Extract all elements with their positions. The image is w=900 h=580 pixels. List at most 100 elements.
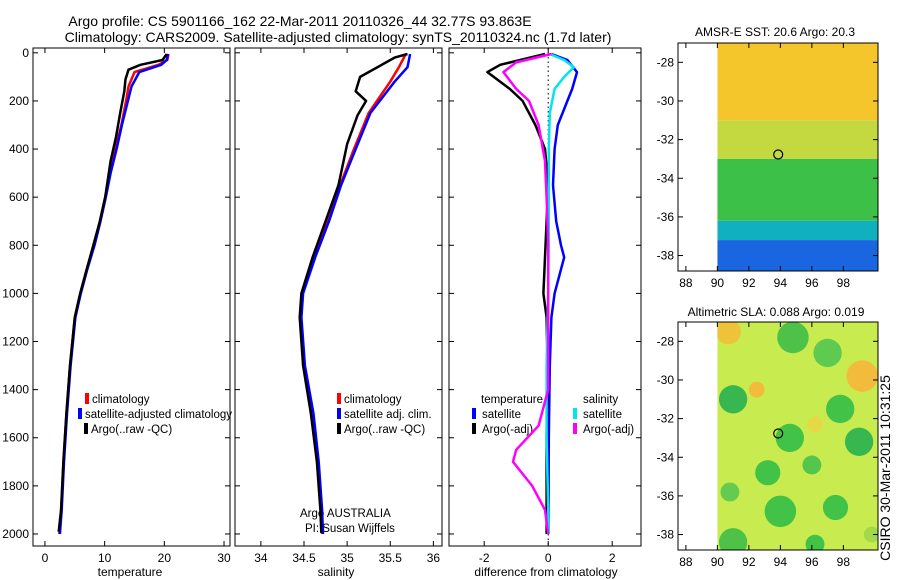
sla-map-frame: [677, 321, 879, 551]
sst-color-band: [717, 43, 878, 121]
legend-swatch-temp-argo: [472, 423, 476, 434]
sla-eddy: [813, 338, 842, 368]
x-tick-label: 10: [98, 551, 112, 565]
legend-swatch-argo: [337, 423, 341, 434]
sla-eddy: [863, 526, 878, 543]
series-line-climatology: [58, 53, 170, 535]
map-y-tick-label: -30: [657, 373, 675, 387]
legend-diff-salinity-heading: salinity: [583, 394, 618, 406]
legend-swatch-climatology: [85, 393, 89, 404]
temperature-panel-frame: [32, 47, 231, 547]
temperature-legend: climatology satellite-adjusted climatolo…: [78, 393, 232, 436]
y-tick-label: 600: [9, 190, 29, 204]
x-tick-label: 36: [427, 551, 441, 565]
legend-diff-temperature-heading: temperature: [481, 394, 543, 406]
sla-map-field: [717, 322, 878, 550]
map-x-tick-label: 98: [837, 555, 851, 569]
legend-sal-argo: Argo(..raw -QC): [344, 424, 425, 436]
series-line-argo-adj-: [502, 52, 552, 535]
map-y-tick-label: -36: [657, 489, 675, 503]
y-tick-label: 2000: [2, 527, 29, 541]
sst-color-band: [717, 120, 878, 159]
legend-swatch-climatology: [337, 393, 341, 404]
sst-map-frame: [677, 42, 879, 272]
x-tick-label: 2: [609, 551, 616, 565]
difference-legend: temperature satellite Argo(-adj) salinit…: [472, 394, 634, 436]
figure-title-line1: Argo profile: CS 5901166_162 22-Mar-2011…: [68, 13, 531, 29]
sla-eddy: [717, 322, 741, 345]
legend-diff-sal-satellite: satellite: [583, 409, 622, 421]
series-line-argo-raw-qc-: [298, 52, 408, 533]
sla-eddy: [720, 482, 740, 502]
sla-eddy: [846, 360, 878, 392]
y-tick-label: 400: [9, 142, 29, 156]
y-tick-label: 200: [9, 94, 29, 108]
x-tick-label: 34.5: [292, 551, 316, 565]
y-tick-label: 1200: [2, 335, 29, 349]
legend-temp-climatology: climatology: [92, 394, 150, 406]
map-y-tick-label: -34: [657, 171, 675, 185]
sla-eddy: [718, 528, 748, 550]
legend-diff-temp-argo: Argo(-adj): [482, 424, 533, 436]
sla-eddy: [777, 322, 809, 354]
map-x-tick-label: 88: [679, 276, 693, 290]
legend-swatch-argo: [84, 423, 88, 434]
sla-eddy: [844, 427, 874, 456]
legend-swatch-sal-satellite: [573, 408, 577, 419]
sst-color-band: [717, 158, 878, 221]
map-x-tick-label: 94: [774, 276, 788, 290]
legend-swatch-sal-argo: [573, 423, 577, 434]
legend-swatch-satellite: [78, 408, 82, 419]
sst-map-field: [717, 43, 878, 271]
argo-float-marker: [773, 149, 784, 160]
argo-float-marker: [773, 428, 784, 439]
sst-color-band: [717, 240, 878, 271]
legend-temp-satellite: satellite-adjusted climatology: [85, 409, 232, 421]
x-tick-label: 35.5: [379, 551, 403, 565]
map-y-tick-label: -30: [657, 94, 675, 108]
x-tick-label: 0: [545, 551, 552, 565]
temperature-xlabel: temperature: [98, 565, 163, 579]
map-y-tick-label: -38: [657, 528, 675, 542]
legend-swatch-satellite: [337, 408, 341, 419]
legend-diff-temp-satellite: satellite: [482, 409, 521, 421]
difference-panel-frame: [448, 47, 642, 547]
sst-map-title: AMSR-E SST: 20.6 Argo: 20.3: [695, 25, 855, 39]
sla-eddy: [802, 455, 822, 475]
x-tick-label: -2: [479, 551, 490, 565]
sla-eddy: [807, 416, 823, 433]
y-tick-label: 1400: [2, 383, 29, 397]
x-tick-label: 34: [254, 551, 268, 565]
map-x-tick-label: 96: [805, 555, 819, 569]
map-y-tick-label: -34: [657, 450, 675, 464]
map-y-tick-label: -28: [657, 55, 675, 69]
y-tick-label: 800: [9, 238, 29, 252]
map-y-tick-label: -38: [657, 249, 675, 263]
map-y-tick-label: -32: [657, 133, 675, 147]
y-tick-label: 1600: [2, 431, 29, 445]
pi-label: PI: Susan Wijffels: [305, 523, 395, 535]
salinity-panel-frame: [234, 47, 443, 547]
sst-color-band: [717, 220, 878, 241]
sla-eddy: [805, 534, 825, 550]
sla-map-title: Altimetric SLA: 0.088 Argo: 0.019: [688, 305, 865, 319]
map-x-tick-label: 94: [774, 555, 788, 569]
x-tick-label: 35: [340, 551, 354, 565]
map-x-tick-label: 90: [711, 555, 725, 569]
x-tick-label: 20: [158, 551, 172, 565]
map-x-tick-label: 98: [837, 276, 851, 290]
map-x-tick-label: 90: [711, 276, 725, 290]
series-line-satellite-adjusted-climatology: [58, 53, 170, 535]
map-y-tick-label: -28: [657, 334, 675, 348]
x-tick-label: 30: [217, 551, 231, 565]
figure-title-line2: Climatology: CARS2009. Satellite-adjuste…: [65, 29, 612, 45]
y-tick-label: 0: [22, 46, 29, 60]
sla-eddy: [822, 494, 849, 521]
map-y-tick-label: -36: [657, 210, 675, 224]
legend-sal-climatology: climatology: [344, 394, 402, 406]
map-x-tick-label: 92: [742, 276, 756, 290]
map-x-tick-label: 96: [805, 276, 819, 290]
difference-xlabel: difference from climatology: [474, 565, 617, 579]
map-x-tick-label: 92: [742, 555, 756, 569]
argo-australia-label: Argo AUSTRALIA: [300, 508, 391, 520]
